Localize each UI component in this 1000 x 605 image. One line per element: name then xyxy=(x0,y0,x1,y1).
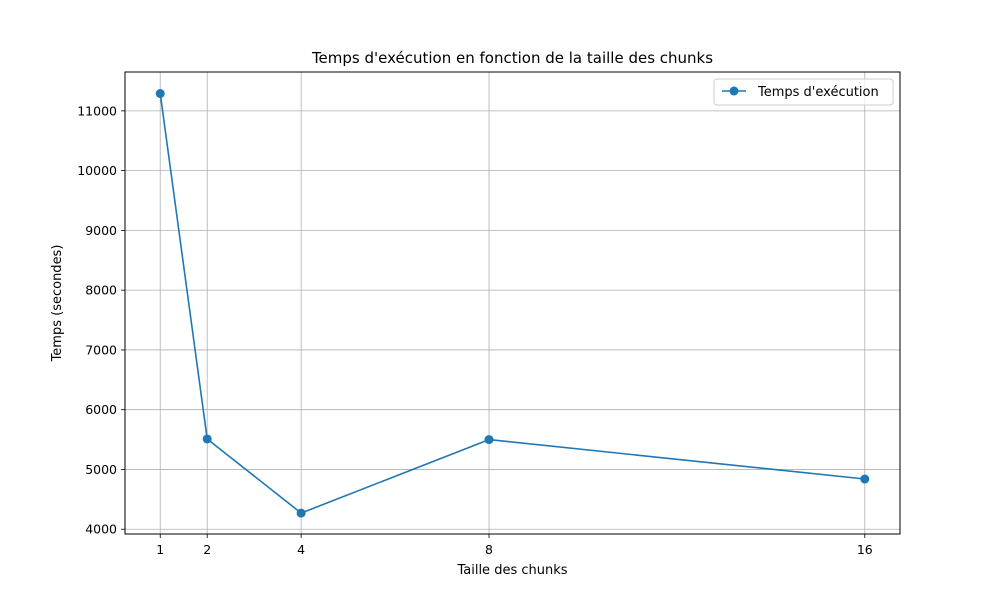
x-tick-label: 16 xyxy=(857,542,873,557)
y-tick-label: 6000 xyxy=(85,402,117,417)
y-tick-label: 10000 xyxy=(77,163,117,178)
y-axis-label: Temps (secondes) xyxy=(50,245,65,363)
data-point xyxy=(484,435,494,445)
legend-label: Temps d'exécution xyxy=(757,85,879,100)
x-axis-label: Taille des chunks xyxy=(456,563,567,578)
data-point xyxy=(860,474,870,484)
chart-title: Temps d'exécution en fonction de la tail… xyxy=(311,49,713,67)
x-tick-label: 4 xyxy=(297,542,305,557)
data-point xyxy=(296,508,306,518)
x-tick-label: 2 xyxy=(203,542,211,557)
plot-area xyxy=(155,89,870,518)
series-line xyxy=(159,93,865,514)
x-tick-label: 8 xyxy=(485,542,493,557)
y-tick-label: 11000 xyxy=(77,103,117,118)
y-tick-label: 8000 xyxy=(85,283,117,298)
plot-frame xyxy=(124,71,901,535)
legend: Temps d'exécution xyxy=(713,78,894,106)
y-tick-label: 9000 xyxy=(85,223,117,238)
x-tick-label: 1 xyxy=(156,542,164,557)
y-tick-label: 5000 xyxy=(85,462,117,477)
legend-box xyxy=(713,78,894,106)
data-point xyxy=(155,89,165,99)
y-tick-label: 7000 xyxy=(85,342,117,357)
legend-marker-swatch xyxy=(729,86,739,96)
grid xyxy=(125,72,900,534)
data-point xyxy=(202,434,212,444)
axis-ticks: 1 2 4 8 16 4000 5000 6000 7000 8000 9000 10000 11000 xyxy=(77,103,873,557)
y-tick-label: 4000 xyxy=(85,522,117,537)
